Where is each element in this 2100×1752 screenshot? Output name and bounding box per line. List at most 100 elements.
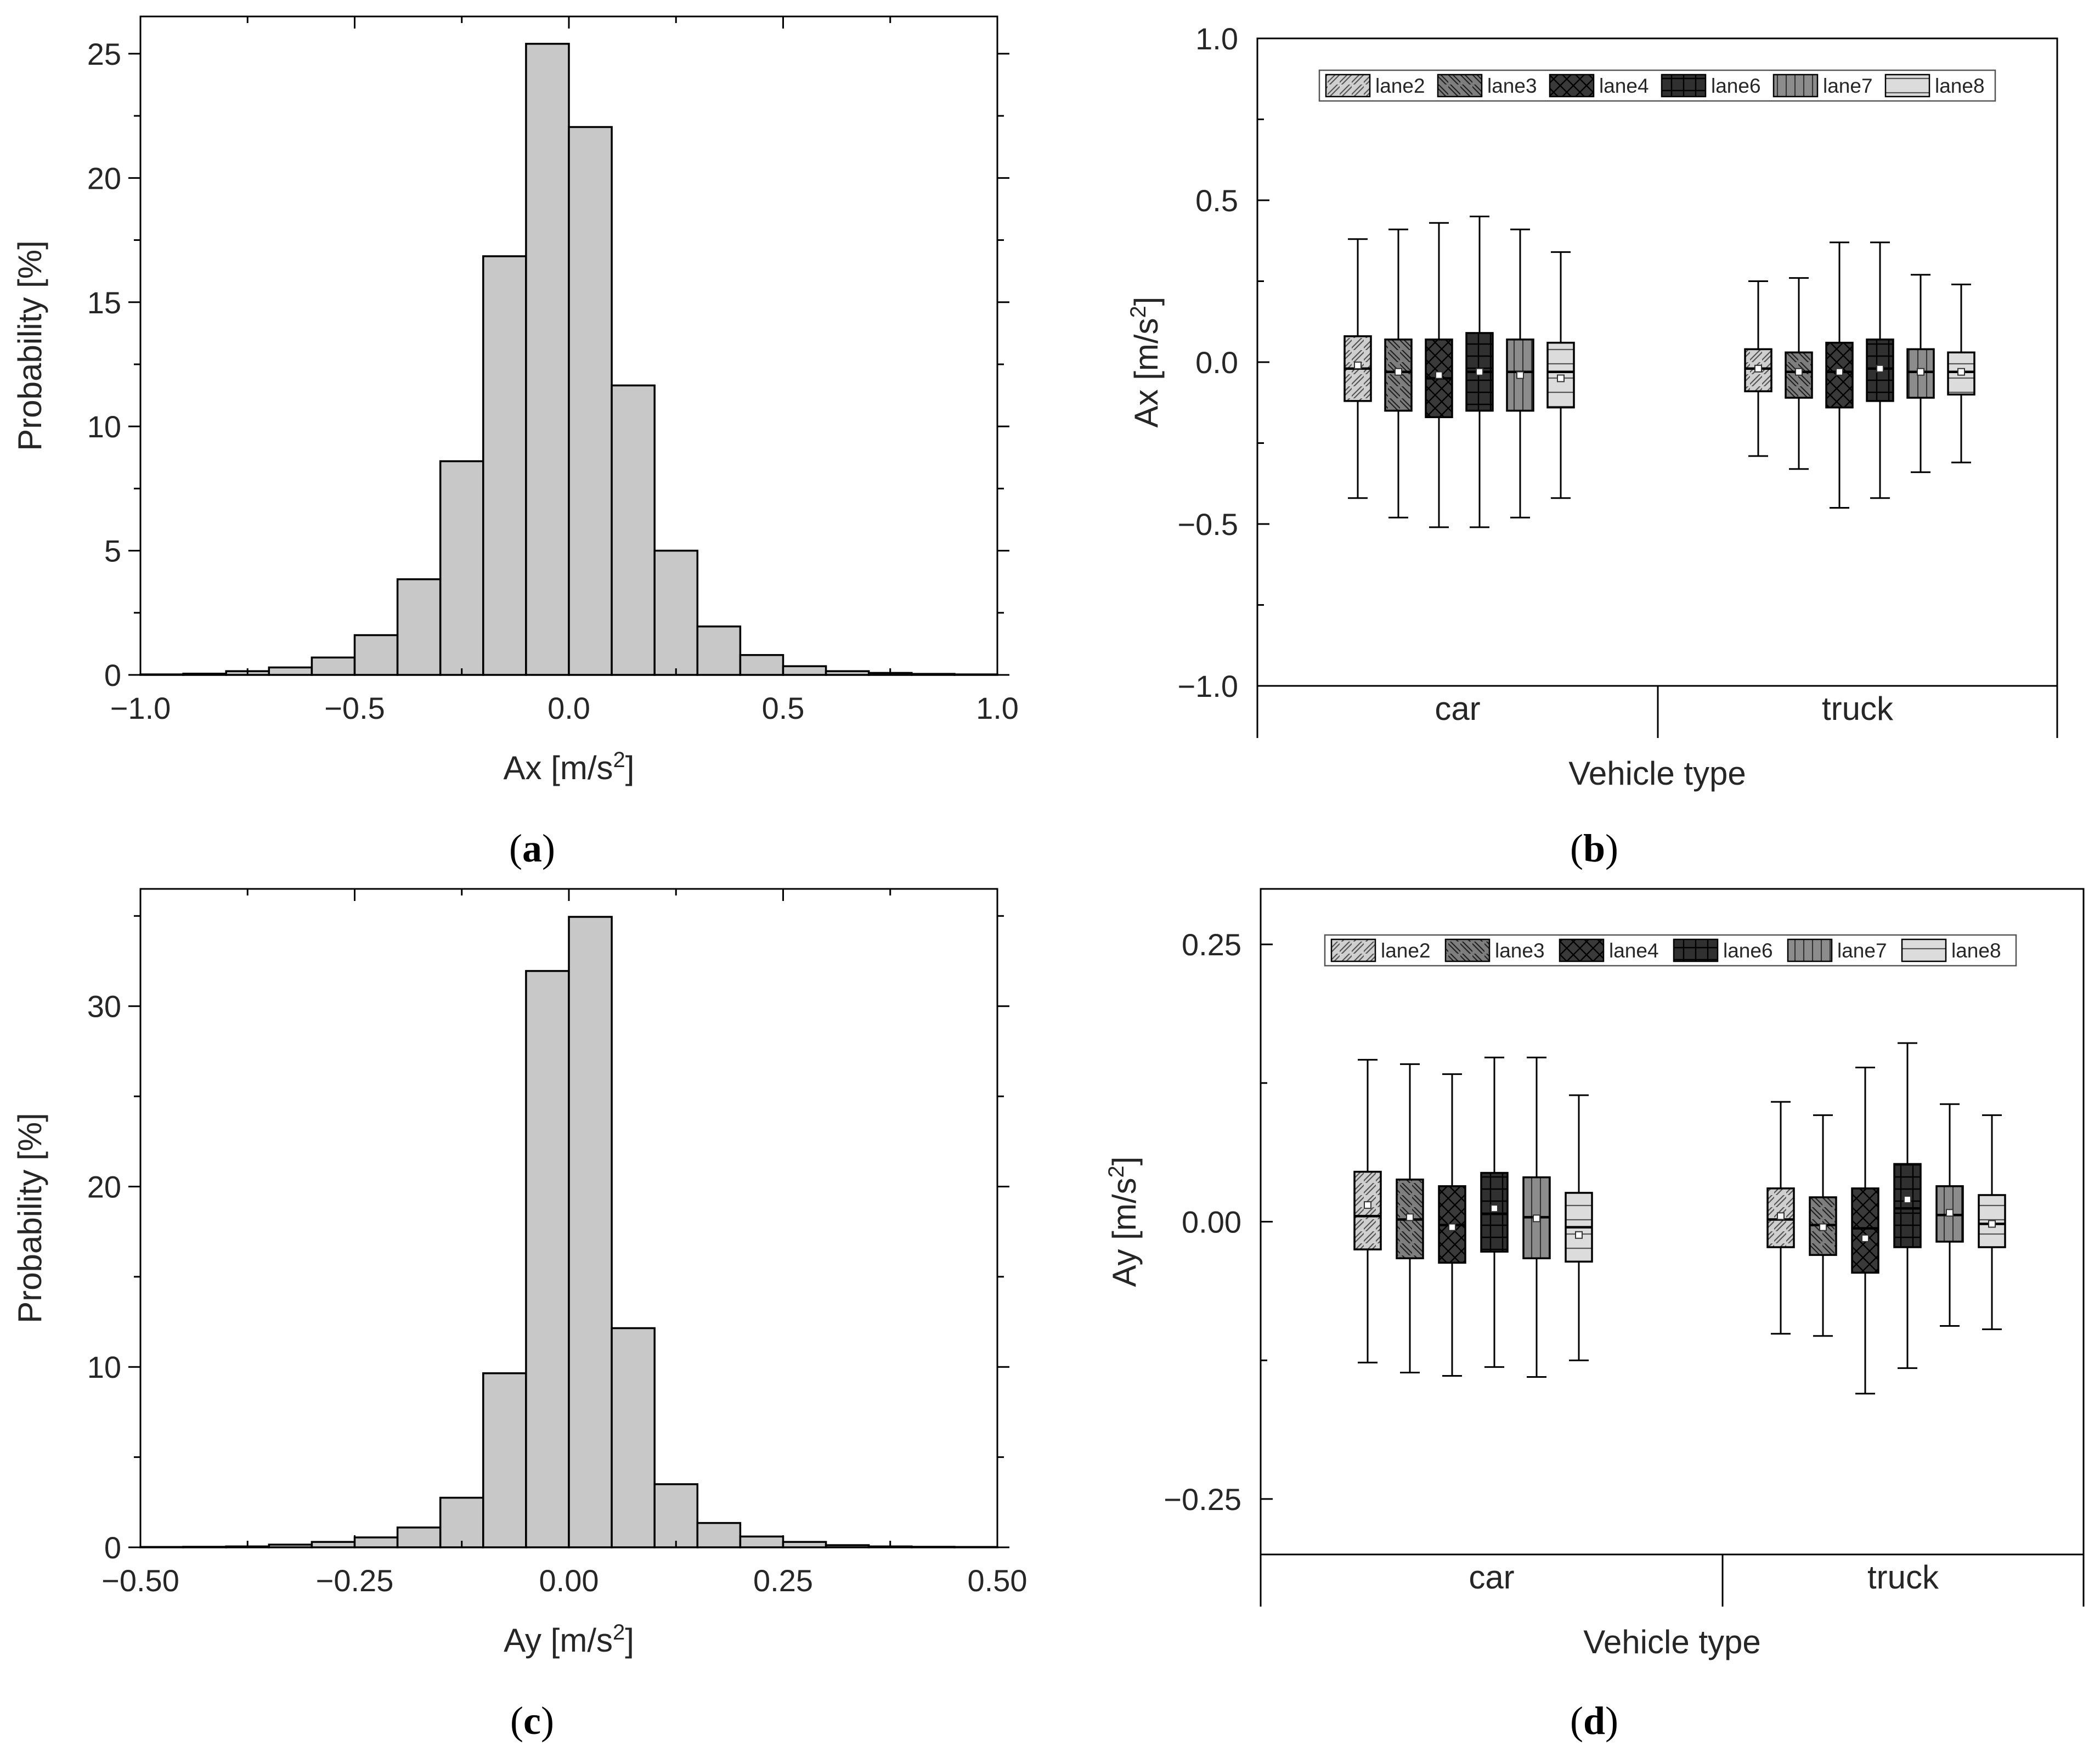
mean-marker [1476, 368, 1483, 376]
mean-marker [1861, 1234, 1869, 1242]
histogram-bar [525, 43, 570, 676]
y-tick-label: 25 [87, 37, 121, 71]
legend-swatch [1673, 938, 1719, 962]
mean-marker [1491, 1204, 1498, 1213]
y-tick-label: 20 [87, 161, 121, 195]
histogram-bar [696, 625, 742, 676]
mean-marker [1557, 374, 1565, 382]
legend-box [1324, 934, 2017, 967]
panel-caption: (a) [509, 826, 555, 870]
mean-marker [1448, 1223, 1456, 1231]
legend-swatch [1437, 74, 1483, 98]
box-lane2 [1353, 1170, 1382, 1250]
box-lane4 [1825, 341, 1854, 409]
histogram-bar [739, 654, 784, 676]
mean-marker [1777, 1212, 1785, 1220]
mean-marker [1516, 371, 1524, 379]
x-axis-label: Ay [m/s2] [504, 1620, 634, 1659]
histogram-bar [653, 1483, 699, 1548]
histogram-bar [653, 549, 699, 676]
x-tick-label: 1.0 [976, 691, 1019, 725]
legend-swatch [1901, 938, 1947, 962]
box-lane6 [1866, 338, 1894, 402]
histogram-bar [568, 126, 613, 676]
y-tick-label: −0.5 [1177, 507, 1238, 542]
x-tick-label: −1.0 [110, 691, 171, 725]
mean-marker [1836, 368, 1843, 376]
mean-marker [1957, 368, 1965, 376]
mean-marker [1819, 1223, 1827, 1231]
legend-label: lane7 [1823, 75, 1873, 97]
histogram-bar [268, 666, 313, 676]
histogram-bar [611, 1327, 656, 1548]
x-axis-label: Vehicle type [1568, 755, 1746, 792]
legend-swatch [1559, 938, 1605, 962]
y-tick-label: 5 [104, 534, 121, 568]
histogram-bar [353, 1536, 399, 1548]
mean-marker [1795, 368, 1803, 376]
x-tick-label: 0.5 [762, 691, 805, 725]
x-tick-label: −0.25 [316, 1563, 394, 1598]
histogram-bar [439, 460, 484, 676]
mean-marker [1946, 1209, 1954, 1217]
box-lane6 [1480, 1171, 1509, 1253]
histogram-bar [353, 634, 399, 676]
x-tick-label: 0.25 [753, 1563, 813, 1598]
y-tick-label: 0 [104, 658, 121, 692]
histogram-bar [525, 970, 570, 1548]
category-label: car [1435, 690, 1480, 727]
mean-marker [1917, 368, 1924, 376]
histogram-bar [396, 578, 442, 676]
x-axis-label: Ax [m/s2] [504, 748, 635, 786]
y-tick-label: −1.0 [1177, 669, 1238, 703]
panel-b: −1.0 −0.5 0.0 0.5 1.0 car truck Vehicle type Ax … [1126, 21, 2058, 792]
histogram-bar [568, 916, 613, 1548]
x-axis-label: Vehicle type [1583, 1624, 1761, 1660]
y-tick-label: 15 [87, 285, 121, 320]
x-tick-label: 0.00 [539, 1563, 599, 1598]
x-tick-label: −0.50 [101, 1563, 179, 1598]
y-axis-label: Ay [m/s2] [1104, 1157, 1143, 1287]
category-label: truck [1822, 690, 1894, 727]
histogram-bar [611, 384, 656, 676]
legend-swatch [1884, 74, 1930, 98]
y-tick-label: 0.5 [1195, 183, 1238, 218]
legend-label: lane3 [1487, 75, 1537, 97]
histogram-bar [482, 255, 527, 676]
y-axis-label: Probability [%] [12, 1113, 48, 1323]
histogram-bar [782, 665, 827, 676]
legend-label: lane8 [1935, 75, 1985, 97]
panel-c: −0.50 −0.25 0.00 0.25 0.50 0 10 20 30 Ay [m/s2] Pr… [12, 888, 1028, 1659]
mean-marker [1364, 1201, 1371, 1209]
histogram-bar [396, 1526, 442, 1548]
legend-label: lane2 [1375, 75, 1425, 97]
panel-caption: (b) [1570, 826, 1618, 870]
box-lane6 [1893, 1163, 1922, 1248]
legend-swatch [1549, 74, 1595, 98]
y-tick-label: 0.00 [1182, 1205, 1241, 1240]
mean-marker [1354, 361, 1362, 369]
legend-box [1318, 69, 1996, 102]
category-label: truck [1867, 1559, 1939, 1596]
mean-marker [1435, 371, 1443, 379]
category-label: car [1469, 1559, 1514, 1596]
legend-swatch [1661, 74, 1707, 98]
panel-a: −1.0 −0.5 0.0 0.5 1.0 0 5 10 15 20 25 Ax [m/s2] Prob… [12, 15, 1019, 786]
y-tick-label: 0.0 [1195, 345, 1238, 380]
legend-swatch [1772, 74, 1819, 98]
legend-swatch [1325, 74, 1371, 98]
y-tick-label: 20 [87, 1169, 121, 1204]
histogram-bar [439, 1496, 484, 1548]
legend-label: lane4 [1599, 75, 1649, 97]
legend-label: lane2 [1381, 939, 1431, 962]
mean-marker [1876, 364, 1884, 373]
y-tick-label: 10 [87, 1350, 121, 1384]
legend-swatch [1330, 938, 1376, 962]
y-tick-label: 30 [87, 989, 121, 1024]
panel-d: −0.25 0.00 0.25 car truck Vehicle type Ay [m/s… [1104, 888, 2085, 1660]
legend-swatch [1444, 938, 1491, 962]
histogram-bar [311, 656, 356, 676]
legend-label: lane7 [1837, 939, 1887, 962]
histogram-bar [739, 1535, 784, 1548]
plot-frame [1256, 37, 2058, 687]
